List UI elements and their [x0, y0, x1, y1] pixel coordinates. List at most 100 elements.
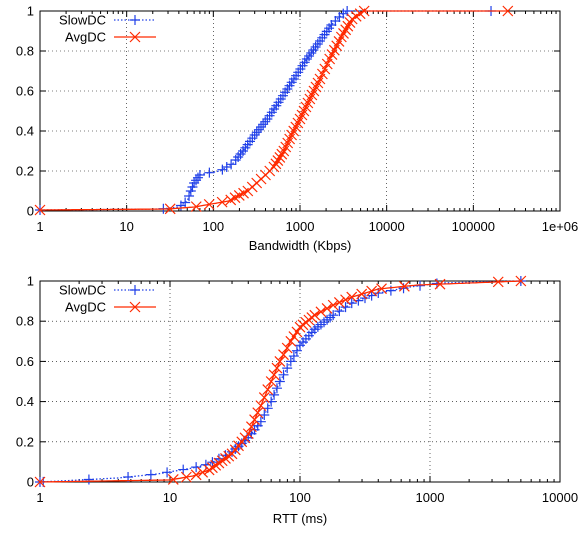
data-point-marker — [366, 285, 378, 297]
data-point-marker — [291, 326, 303, 338]
data-point-marker — [276, 148, 288, 160]
data-point-marker — [376, 283, 387, 295]
series-markers — [35, 276, 526, 487]
data-point-marker — [189, 178, 200, 188]
data-point-marker — [326, 20, 337, 30]
data-point-marker — [178, 464, 189, 475]
data-point-marker — [242, 428, 254, 440]
data-point-marker — [191, 462, 202, 473]
y-tick-label: 0 — [27, 204, 34, 219]
data-point-marker — [398, 280, 410, 292]
series-markers — [34, 275, 527, 488]
y-tick-label: 0.2 — [16, 434, 34, 449]
data-point-marker — [340, 302, 351, 313]
data-point-marker — [194, 170, 205, 180]
data-point-marker — [340, 294, 351, 306]
y-tick-label: 0.6 — [16, 354, 34, 369]
data-point-marker — [281, 342, 293, 354]
y-tick-label: 0.8 — [16, 314, 34, 329]
x-tick-label: 10000 — [369, 219, 405, 234]
data-point-marker — [434, 278, 446, 290]
data-point-marker — [162, 467, 173, 478]
data-point-marker — [333, 297, 345, 308]
x-tick-label: 100000 — [452, 219, 495, 234]
data-point-marker — [342, 20, 354, 32]
data-point-marker — [206, 462, 218, 474]
data-point-marker — [216, 196, 228, 208]
data-point-marker — [34, 476, 46, 488]
data-point-marker — [328, 310, 339, 321]
data-point-marker — [180, 471, 192, 483]
legend-marker — [129, 301, 141, 313]
data-point-marker — [192, 172, 203, 183]
bandwidth-cdf-chart: 0 0.2 0.4 0.6 0.8 1 1 10 100 1000 10000 100000 1e+06… — [16, 4, 578, 254]
data-point-marker — [190, 469, 202, 481]
x-tick-label: 100 — [289, 490, 311, 505]
data-point-marker — [278, 369, 289, 380]
data-point-marker — [258, 392, 270, 404]
data-point-marker — [270, 158, 282, 170]
data-point-marker — [259, 410, 270, 420]
data-point-marker — [216, 455, 228, 467]
data-point-marker — [338, 27, 349, 39]
data-point-marker — [204, 167, 215, 178]
data-point-marker — [253, 124, 264, 135]
data-point-marker — [268, 369, 280, 381]
y-tick-label: 0.4 — [16, 394, 34, 409]
data-point-marker — [249, 414, 260, 426]
series-markers — [34, 5, 514, 216]
y-tick-label: 1 — [27, 4, 34, 19]
data-point-marker — [282, 363, 293, 374]
data-point-marker — [145, 469, 156, 480]
data-point-marker — [278, 349, 289, 361]
data-point-marker — [249, 130, 260, 140]
data-point-marker — [265, 376, 277, 387]
data-point-marker — [285, 356, 296, 367]
data-point-marker — [83, 474, 94, 485]
legend-label: AvgDC — [65, 300, 106, 315]
x-axis-label: Bandwidth (Kbps) — [249, 238, 352, 253]
data-point-marker — [164, 203, 176, 215]
data-point-marker — [252, 407, 264, 419]
data-point-marker — [268, 161, 280, 173]
data-point-marker — [358, 5, 370, 17]
data-point-marker — [210, 459, 222, 471]
data-point-marker — [197, 466, 209, 478]
data-point-marker — [373, 288, 384, 299]
data-point-marker — [288, 351, 299, 362]
x-tick-label: 1000 — [286, 219, 315, 234]
data-point-marker — [251, 127, 262, 138]
data-point-marker — [34, 204, 46, 216]
y-tick-label: 0.4 — [16, 124, 34, 139]
data-point-marker — [274, 376, 285, 387]
data-point-marker — [256, 122, 267, 132]
x-tick-label: 100 — [202, 219, 224, 234]
data-point-marker — [272, 155, 284, 167]
x-tick-label: 1e+06 — [542, 219, 579, 234]
legend-label: AvgDC — [65, 30, 106, 45]
data-point-marker — [184, 191, 195, 201]
data-point-marker — [492, 276, 504, 288]
data-point-marker — [220, 453, 231, 464]
data-point-marker — [221, 162, 232, 172]
data-point-marker — [203, 464, 215, 476]
legend: SlowDC AvgDC — [59, 13, 156, 45]
data-point-marker — [245, 421, 257, 433]
data-point-marker — [327, 299, 339, 311]
data-point-marker — [191, 175, 202, 186]
data-point-marker — [185, 186, 196, 196]
series-avgdc — [34, 275, 527, 488]
data-point-marker — [262, 403, 273, 414]
legend: SlowDC AvgDC — [59, 283, 156, 315]
y-tick-label: 0.2 — [16, 164, 34, 179]
data-point-marker — [291, 345, 302, 356]
data-point-marker — [187, 182, 198, 192]
data-point-marker — [190, 201, 202, 213]
y-tick-label: 0.8 — [16, 44, 34, 59]
data-point-marker — [330, 16, 341, 26]
y-tick-label: 0.6 — [16, 84, 34, 99]
data-point-marker — [366, 290, 377, 301]
data-point-marker — [321, 303, 333, 314]
data-point-marker — [274, 355, 286, 367]
data-point-marker — [269, 389, 280, 400]
